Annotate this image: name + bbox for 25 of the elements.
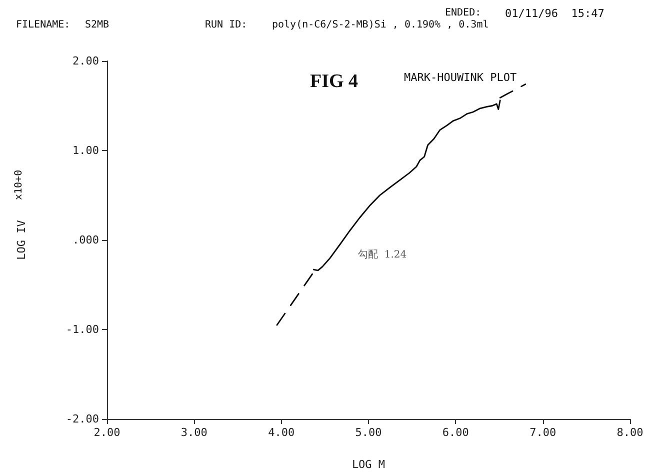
- x-tick-label: 2.00: [94, 426, 120, 439]
- text: 01/11/96 15:47: [505, 7, 604, 20]
- y-tick-label: 2.00: [72, 54, 99, 68]
- y-tick-label: -2.00: [66, 412, 99, 426]
- x-tick-label: 7.00: [530, 426, 556, 439]
- y-tick-label: .000: [72, 234, 99, 246]
- text: S2MB: [85, 20, 110, 30]
- x-tick-label: 5.00: [355, 426, 382, 439]
- text: ENDED:: [445, 8, 482, 18]
- text: x10+0: [14, 170, 24, 200]
- x-axis-title: LOG M: [352, 458, 386, 471]
- x-tick-label: 6.00: [442, 426, 469, 439]
- line-series: [312, 100, 501, 272]
- y-axis-title: LOG IV: [15, 220, 28, 260]
- text: poly(n-C6/S-2-MB)Si , 0.190% , 0.3ml: [272, 20, 489, 30]
- text: RUN ID:: [205, 20, 248, 30]
- y-tick-label: -1.00: [66, 323, 99, 336]
- annotation: 勾配 1.24: [358, 248, 407, 260]
- text: MARK-HOUWINK PLOT: [404, 71, 517, 84]
- x-tick-label: 4.00: [268, 426, 295, 439]
- text: FIG 4: [310, 71, 359, 92]
- x-tick-label: 3.00: [180, 426, 208, 439]
- y-tick-label: 1.00: [72, 144, 99, 157]
- text: FILENAME:: [16, 20, 70, 30]
- x-tick-label: 8.00: [616, 426, 644, 439]
